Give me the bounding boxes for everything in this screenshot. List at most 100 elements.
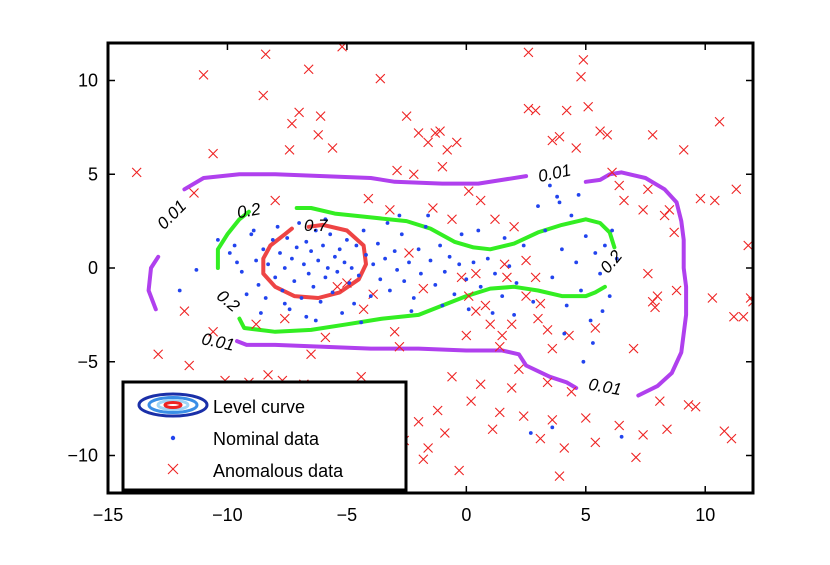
nominal-point-69 (452, 292, 457, 297)
anomalous-point-15 (389, 326, 400, 337)
anomalous-point-126 (662, 424, 672, 435)
anomalous-point-4 (284, 144, 295, 155)
y-tick-label-2: 0 (88, 258, 98, 278)
anomalous-point-87 (208, 148, 218, 159)
anomalous-point-29 (497, 330, 508, 341)
anomalous-point-82 (748, 296, 753, 307)
anomalous-point-155 (332, 281, 343, 292)
anomalous-point-48 (576, 71, 586, 82)
anomalous-point-143 (279, 313, 290, 324)
nominal-point-92 (536, 204, 540, 209)
anomalous-point-140 (437, 161, 448, 172)
anomalous-point-121 (559, 443, 570, 453)
nominal-point-101 (583, 234, 588, 239)
nominal-point-75 (493, 271, 497, 276)
y-tick-label-0: −10 (67, 446, 98, 466)
level-curve-0-2-segment-0 (294, 206, 617, 252)
level-curve-0-2-segment-2 (215, 209, 251, 270)
anomalous-point-30 (506, 319, 517, 330)
anomalous-point-34 (530, 272, 541, 283)
anomalous-point-39 (523, 47, 534, 58)
nominal-point-95 (555, 194, 559, 199)
nominal-point-5 (249, 232, 254, 237)
anomalous-point-37 (542, 324, 553, 335)
anomalous-point-134 (385, 204, 395, 215)
nominal-point-52 (378, 277, 383, 282)
anomalous-point-133 (363, 193, 374, 204)
nominal-point-116 (177, 288, 182, 293)
nominal-point-45 (354, 243, 359, 248)
level-curve-0-01-segment-2 (235, 339, 579, 390)
anomalous-point-118 (535, 433, 546, 444)
anomalous-point-138 (471, 268, 481, 279)
nominal-point-121 (426, 213, 430, 218)
nominal-point-99 (574, 260, 579, 265)
anomalous-point-55 (580, 413, 591, 423)
anomalous-point-64 (650, 302, 660, 313)
anomalous-point-129 (726, 433, 737, 444)
anomalous-point-33 (521, 255, 531, 266)
nominal-point-105 (603, 243, 607, 248)
x-tick-label-1: −10 (212, 505, 243, 525)
anomalous-point-52 (590, 437, 601, 448)
nominal-point-129 (576, 193, 581, 197)
nominal-point-86 (385, 221, 390, 225)
nominal-point-125 (531, 299, 536, 304)
anomalous-point-137 (463, 186, 474, 197)
anomalous-point-122 (566, 386, 577, 397)
nominal-point-34 (325, 266, 330, 270)
anomalous-point-110 (447, 371, 457, 382)
anomalous-point-50 (583, 101, 594, 112)
legend-label-anomalous: Anomalous data (213, 461, 344, 481)
anomalous-point-23 (451, 137, 462, 148)
x-tick-label-2: −5 (337, 505, 358, 525)
anomalous-point-147 (509, 221, 519, 232)
anomalous-point-150 (358, 304, 369, 315)
nominal-point-9 (263, 296, 268, 300)
level-curve-0-01-segment-0 (182, 172, 529, 192)
nominal-point-20 (292, 279, 297, 283)
nominal-point-117 (259, 311, 263, 315)
nominal-point-103 (593, 251, 598, 255)
nominal-point-79 (521, 243, 526, 248)
anomalous-point-136 (447, 214, 457, 225)
nominal-point-15 (280, 288, 285, 293)
nominal-point-83 (304, 314, 309, 319)
legend-label-level-curve: Level curve (213, 397, 305, 417)
nominal-point-38 (335, 269, 340, 274)
nominal-point-10 (266, 262, 270, 267)
anomalous-point-83 (731, 184, 742, 195)
nominal-point-70 (457, 262, 462, 267)
nominal-point-73 (478, 284, 483, 289)
legend-level-curve-symbol (137, 392, 209, 418)
nominal-point-93 (543, 228, 548, 233)
anomalous-point-3 (258, 90, 269, 101)
anomalous-point-153 (461, 330, 472, 341)
nominal-point-74 (485, 256, 490, 261)
nominal-point-54 (388, 288, 392, 293)
anomalous-point-31 (514, 364, 524, 375)
nominal-point-113 (550, 425, 555, 430)
y-tick-label-1: −5 (77, 352, 98, 372)
nominal-point-111 (591, 341, 595, 345)
nominal-point-41 (342, 260, 347, 265)
nominal-point-94 (550, 275, 555, 280)
nominal-point-31 (318, 299, 323, 304)
level-curve-0-7-segment-0 (261, 222, 368, 300)
nominal-point-18 (287, 307, 292, 312)
contour-label-0-7-0: 0.7 (304, 216, 328, 235)
nominal-point-119 (359, 320, 364, 325)
anomalous-point-142 (408, 169, 419, 180)
anomalous-point-20 (435, 126, 445, 137)
anomalous-point-123 (614, 420, 625, 431)
anomalous-point-106 (418, 454, 429, 465)
nominal-point-2 (232, 243, 237, 248)
anomalous-point-80 (743, 240, 753, 251)
nominal-point-49 (368, 294, 373, 298)
nominal-point-11 (270, 238, 275, 242)
anomalous-point-109 (439, 428, 450, 438)
anomalous-point-17 (413, 128, 424, 138)
nominal-point-78 (514, 281, 519, 285)
anomalous-point-16 (401, 111, 412, 122)
nominal-point-82 (282, 301, 287, 306)
